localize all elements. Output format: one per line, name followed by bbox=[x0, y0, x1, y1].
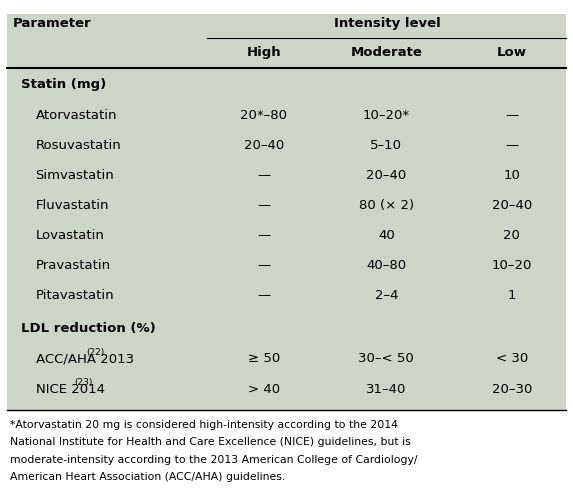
Text: 30–< 50: 30–< 50 bbox=[359, 352, 414, 366]
Text: ≥ 50: ≥ 50 bbox=[248, 352, 280, 366]
Text: —: — bbox=[505, 109, 519, 122]
Text: 20: 20 bbox=[503, 229, 520, 242]
Text: 20–40: 20–40 bbox=[492, 199, 532, 212]
FancyBboxPatch shape bbox=[7, 14, 566, 410]
Text: 20*–80: 20*–80 bbox=[240, 109, 287, 122]
Text: Lovastatin: Lovastatin bbox=[36, 229, 104, 242]
Text: High: High bbox=[246, 46, 281, 59]
Text: —: — bbox=[257, 199, 270, 212]
Text: LDL reduction (%): LDL reduction (%) bbox=[21, 322, 156, 335]
Text: (22): (22) bbox=[86, 348, 104, 357]
Text: < 30: < 30 bbox=[496, 352, 528, 366]
Text: 5–10: 5–10 bbox=[370, 139, 402, 152]
Text: 10: 10 bbox=[503, 169, 520, 182]
Text: Intensity level: Intensity level bbox=[334, 17, 441, 30]
Text: —: — bbox=[257, 169, 270, 182]
Text: 40: 40 bbox=[378, 229, 395, 242]
Text: ACC/AHA 2013: ACC/AHA 2013 bbox=[36, 352, 134, 366]
Text: —: — bbox=[257, 259, 270, 272]
Text: American Heart Association (ACC/AHA) guidelines.: American Heart Association (ACC/AHA) gui… bbox=[10, 472, 285, 482]
Text: 10–20: 10–20 bbox=[492, 259, 532, 272]
Text: 1: 1 bbox=[508, 289, 516, 303]
Text: *Atorvastatin 20 mg is considered high-intensity according to the 2014: *Atorvastatin 20 mg is considered high-i… bbox=[10, 420, 398, 429]
Text: Atorvastatin: Atorvastatin bbox=[36, 109, 117, 122]
Text: > 40: > 40 bbox=[248, 383, 280, 396]
Text: (23): (23) bbox=[74, 378, 93, 387]
Text: —: — bbox=[257, 229, 270, 242]
Text: Simvastatin: Simvastatin bbox=[36, 169, 115, 182]
Text: 40–80: 40–80 bbox=[366, 259, 406, 272]
Text: 2–4: 2–4 bbox=[375, 289, 398, 303]
Text: moderate-intensity according to the 2013 American College of Cardiology/: moderate-intensity according to the 2013… bbox=[10, 455, 418, 465]
Text: Pravastatin: Pravastatin bbox=[36, 259, 111, 272]
Text: Rosuvastatin: Rosuvastatin bbox=[36, 139, 121, 152]
Text: —: — bbox=[257, 289, 270, 303]
Text: Parameter: Parameter bbox=[13, 17, 92, 30]
Text: 10–20*: 10–20* bbox=[363, 109, 410, 122]
Text: Low: Low bbox=[497, 46, 527, 59]
Text: 20–40: 20–40 bbox=[366, 169, 406, 182]
Text: Fluvastatin: Fluvastatin bbox=[36, 199, 109, 212]
Text: 80 (× 2): 80 (× 2) bbox=[359, 199, 414, 212]
Text: 20–30: 20–30 bbox=[492, 383, 532, 396]
Text: Pitavastatin: Pitavastatin bbox=[36, 289, 114, 303]
Text: —: — bbox=[505, 139, 519, 152]
Text: 31–40: 31–40 bbox=[366, 383, 406, 396]
Text: Moderate: Moderate bbox=[350, 46, 422, 59]
Text: National Institute for Health and Care Excellence (NICE) guidelines, but is: National Institute for Health and Care E… bbox=[10, 437, 411, 447]
Text: Statin (mg): Statin (mg) bbox=[21, 79, 107, 91]
Text: NICE 2014: NICE 2014 bbox=[36, 383, 105, 396]
Text: 20–40: 20–40 bbox=[244, 139, 284, 152]
